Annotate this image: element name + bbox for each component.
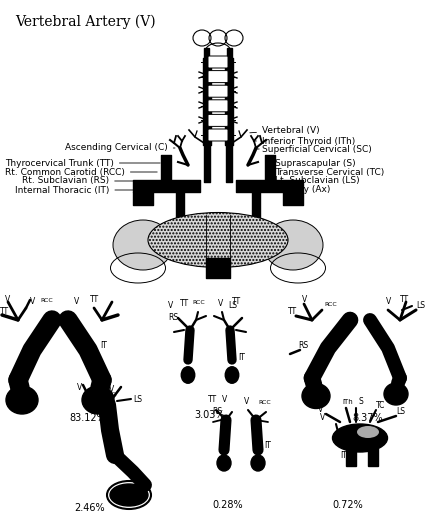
Text: TT: TT bbox=[0, 307, 9, 316]
Ellipse shape bbox=[148, 213, 288, 268]
Text: LS: LS bbox=[396, 407, 405, 416]
Text: V: V bbox=[77, 383, 82, 392]
Text: RS: RS bbox=[298, 341, 308, 350]
FancyBboxPatch shape bbox=[208, 70, 228, 82]
Text: LS: LS bbox=[133, 395, 142, 404]
Ellipse shape bbox=[251, 455, 265, 471]
Text: TC: TC bbox=[376, 401, 385, 410]
Text: 2.46%: 2.46% bbox=[75, 503, 106, 513]
Ellipse shape bbox=[302, 383, 330, 408]
Text: 8.37%: 8.37% bbox=[353, 413, 383, 423]
Text: IT: IT bbox=[186, 353, 193, 362]
Bar bbox=[368, 448, 378, 466]
Text: V: V bbox=[5, 295, 10, 304]
Text: Internal Thoracic (IT): Internal Thoracic (IT) bbox=[15, 185, 157, 194]
Text: RCC: RCC bbox=[40, 298, 53, 303]
Ellipse shape bbox=[113, 220, 173, 270]
Text: Inferior Thyroid (ITh): Inferior Thyroid (ITh) bbox=[255, 136, 355, 145]
Ellipse shape bbox=[82, 386, 114, 414]
Text: V: V bbox=[168, 301, 173, 310]
Text: Axillary (Ax): Axillary (Ax) bbox=[268, 185, 330, 194]
Text: Rt. Common Carotid (RCC): Rt. Common Carotid (RCC) bbox=[5, 167, 157, 176]
Bar bbox=[227, 48, 232, 58]
Text: RCC: RCC bbox=[103, 392, 116, 397]
Text: 83.12%: 83.12% bbox=[70, 413, 106, 423]
Text: 0.72%: 0.72% bbox=[333, 500, 363, 510]
Text: IT: IT bbox=[100, 341, 107, 350]
Ellipse shape bbox=[217, 455, 231, 471]
FancyBboxPatch shape bbox=[208, 56, 228, 68]
Text: V: V bbox=[302, 295, 307, 304]
Ellipse shape bbox=[263, 220, 323, 270]
FancyBboxPatch shape bbox=[208, 129, 228, 141]
Text: V: V bbox=[109, 385, 114, 394]
Text: Lt. Subclavian (LS): Lt. Subclavian (LS) bbox=[268, 176, 360, 185]
Ellipse shape bbox=[384, 383, 408, 405]
Text: Suprascapular (S): Suprascapular (S) bbox=[268, 159, 356, 167]
Ellipse shape bbox=[110, 484, 148, 506]
Text: Vertebral (V): Vertebral (V) bbox=[250, 125, 320, 134]
Text: TT: TT bbox=[288, 307, 297, 316]
FancyBboxPatch shape bbox=[208, 114, 228, 127]
Text: V: V bbox=[30, 297, 35, 306]
Ellipse shape bbox=[181, 367, 195, 383]
Bar bbox=[346, 448, 356, 466]
Text: V: V bbox=[222, 395, 227, 404]
Ellipse shape bbox=[225, 367, 239, 383]
Text: TT: TT bbox=[90, 295, 99, 304]
Text: V: V bbox=[320, 413, 325, 422]
Text: TT: TT bbox=[208, 395, 217, 404]
Ellipse shape bbox=[6, 386, 38, 414]
Text: TT: TT bbox=[232, 297, 241, 306]
Text: V: V bbox=[386, 297, 391, 306]
Text: LS: LS bbox=[228, 301, 237, 310]
Text: V: V bbox=[74, 297, 79, 306]
Text: V: V bbox=[218, 299, 223, 308]
FancyBboxPatch shape bbox=[208, 85, 228, 97]
Text: 0.28%: 0.28% bbox=[213, 500, 243, 510]
Text: LS: LS bbox=[416, 301, 425, 310]
Text: Vertebral Artery (V): Vertebral Artery (V) bbox=[15, 15, 156, 29]
Text: IT: IT bbox=[340, 451, 347, 460]
Text: Transverse Cervical (TC): Transverse Cervical (TC) bbox=[268, 167, 384, 176]
Text: IT: IT bbox=[264, 441, 271, 450]
Text: RCC: RCC bbox=[324, 302, 337, 307]
Text: TT: TT bbox=[400, 295, 409, 304]
FancyBboxPatch shape bbox=[208, 100, 228, 112]
Text: RCC: RCC bbox=[258, 400, 271, 405]
Text: TT: TT bbox=[180, 299, 189, 308]
Text: ITh: ITh bbox=[342, 399, 353, 405]
Text: LCC: LCC bbox=[87, 404, 99, 409]
Text: RS: RS bbox=[212, 407, 222, 416]
Text: RS: RS bbox=[168, 313, 178, 322]
Ellipse shape bbox=[357, 426, 379, 438]
Text: RS: RS bbox=[85, 393, 95, 402]
Text: Thyrocervical Trunk (TT): Thyrocervical Trunk (TT) bbox=[5, 159, 160, 167]
Text: IT: IT bbox=[218, 441, 225, 450]
Ellipse shape bbox=[333, 424, 388, 452]
Text: IT: IT bbox=[238, 353, 245, 362]
Text: Rt. Subclavian (RS): Rt. Subclavian (RS) bbox=[22, 176, 157, 185]
Text: S: S bbox=[358, 397, 363, 406]
Text: V: V bbox=[318, 405, 323, 414]
Text: 3.03%: 3.03% bbox=[195, 410, 225, 420]
Bar bbox=[204, 48, 209, 58]
Text: Ascending Cervical (C): Ascending Cervical (C) bbox=[65, 143, 175, 152]
Text: RCC: RCC bbox=[192, 300, 205, 305]
Text: V: V bbox=[244, 397, 249, 406]
Text: Superficial Cervical (SC): Superficial Cervical (SC) bbox=[257, 144, 372, 153]
